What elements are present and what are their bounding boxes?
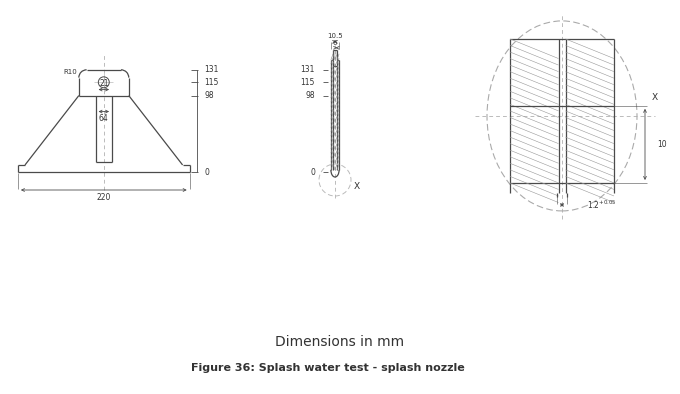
- Text: 98: 98: [305, 91, 315, 100]
- Text: R10: R10: [63, 69, 77, 75]
- Text: 0: 0: [310, 167, 315, 177]
- Text: 131: 131: [301, 65, 315, 74]
- Text: 0: 0: [205, 167, 209, 177]
- Text: 64: 64: [99, 114, 109, 123]
- Text: 21: 21: [99, 79, 109, 88]
- Text: 131: 131: [205, 65, 219, 74]
- Text: Figure 36: Splash water test - splash nozzle: Figure 36: Splash water test - splash no…: [191, 363, 465, 373]
- Text: Dimensions in mm: Dimensions in mm: [275, 335, 405, 349]
- Text: 6: 6: [333, 40, 337, 46]
- Text: 1.2$^{+0.05}$: 1.2$^{+0.05}$: [587, 199, 617, 211]
- Text: 115: 115: [301, 78, 315, 87]
- Text: 220: 220: [97, 193, 111, 201]
- Text: X: X: [652, 93, 658, 102]
- Text: 10: 10: [657, 140, 666, 149]
- Text: 98: 98: [205, 91, 214, 100]
- Text: 10.5: 10.5: [327, 33, 343, 39]
- Text: 115: 115: [205, 78, 219, 87]
- Text: X: X: [354, 182, 360, 191]
